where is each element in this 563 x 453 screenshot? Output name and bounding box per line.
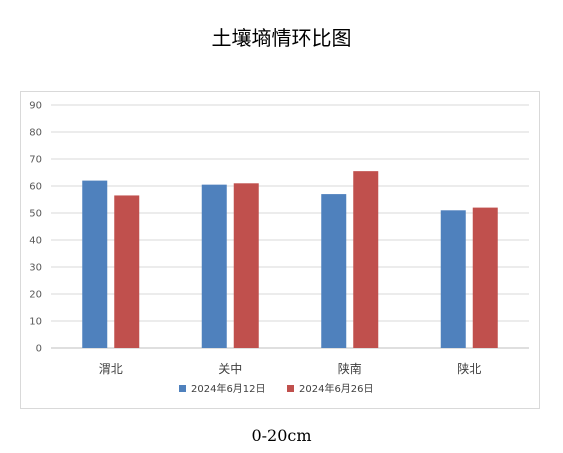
bar-chart: 0 10 20 30 40 50 60 70 80 90 渭北 关中 陕南 陕北 2024年6月12日 202… — [29, 101, 529, 395]
y-tick-label: 50 — [29, 209, 42, 220]
legend-label: 2024年6月26日 — [299, 382, 374, 395]
bar — [201, 184, 227, 348]
bar — [440, 210, 466, 348]
bar — [321, 194, 347, 348]
chart-title: 土壤墒情环比图 — [211, 26, 352, 50]
y-tick-label: 60 — [29, 182, 42, 193]
bar — [82, 180, 108, 348]
y-tick-label: 90 — [29, 101, 42, 112]
y-tick-label: 10 — [29, 317, 42, 328]
y-tick-label: 30 — [29, 263, 42, 274]
chart-caption: 0-20cm — [251, 426, 312, 445]
x-category-label: 陕南 — [338, 361, 362, 376]
x-category-label: 渭北 — [99, 362, 123, 376]
bar — [233, 183, 259, 348]
bar — [472, 207, 498, 348]
x-category-label: 关中 — [218, 361, 242, 376]
y-tick-label: 20 — [29, 290, 42, 301]
legend-label: 2024年6月12日 — [191, 382, 266, 395]
legend-swatch — [179, 385, 186, 392]
y-tick-label: 80 — [29, 128, 42, 139]
x-category-label: 陕北 — [457, 361, 481, 376]
y-tick-label: 0 — [36, 344, 42, 355]
y-tick-label: 70 — [29, 155, 42, 166]
bar — [114, 195, 140, 348]
legend-swatch — [287, 385, 294, 392]
y-tick-label: 40 — [29, 236, 42, 247]
bar — [353, 171, 379, 348]
chart-area: 0 10 20 30 40 50 60 70 80 90 渭北 关中 陕南 陕北 2024年6月12日 202… — [20, 91, 540, 409]
